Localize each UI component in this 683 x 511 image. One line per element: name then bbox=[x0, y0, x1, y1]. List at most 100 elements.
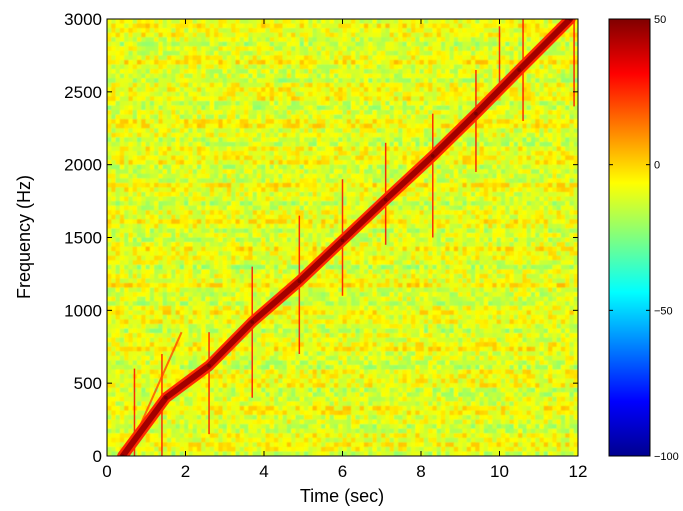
noise-cell bbox=[530, 191, 536, 198]
noise-cell bbox=[381, 28, 386, 34]
noise-cell bbox=[329, 41, 335, 47]
noise-cell bbox=[346, 146, 352, 152]
noise-cell bbox=[530, 164, 536, 170]
noise-cell bbox=[449, 73, 455, 79]
noise-cell bbox=[569, 87, 575, 93]
noise-cell bbox=[573, 110, 578, 116]
noise-cell bbox=[149, 78, 155, 84]
noise-cell bbox=[492, 64, 498, 70]
noise-cell bbox=[398, 210, 404, 216]
noise-cell bbox=[154, 59, 159, 66]
noise-cell bbox=[316, 82, 322, 88]
noise-cell bbox=[449, 123, 455, 129]
noise-cell bbox=[488, 173, 493, 179]
noise-cell bbox=[325, 82, 331, 88]
noise-cell bbox=[522, 119, 528, 125]
noise-cell bbox=[128, 114, 134, 120]
noise-cell bbox=[526, 41, 532, 47]
noise-cell bbox=[321, 64, 326, 70]
noise-cell bbox=[453, 187, 459, 193]
noise-cell bbox=[119, 96, 125, 102]
noise-cell bbox=[518, 78, 523, 84]
noise-cell bbox=[458, 32, 463, 38]
noise-cell bbox=[569, 91, 575, 97]
noise-cell bbox=[184, 160, 189, 166]
noise-cell bbox=[522, 205, 528, 211]
noise-cell bbox=[432, 59, 438, 66]
noise-cell bbox=[196, 182, 202, 189]
noise-cell bbox=[419, 123, 425, 129]
noise-cell bbox=[175, 187, 181, 193]
noise-cell bbox=[453, 82, 459, 88]
noise-cell bbox=[368, 155, 374, 161]
noise-cell bbox=[158, 28, 164, 34]
noise-cell bbox=[535, 205, 541, 211]
noise-cell bbox=[440, 19, 446, 25]
noise-cell bbox=[449, 32, 455, 38]
noise-cell bbox=[389, 155, 395, 161]
noise-cell bbox=[419, 82, 425, 88]
noise-cell bbox=[273, 173, 279, 179]
noise-cell bbox=[265, 46, 271, 52]
noise-cell bbox=[333, 50, 339, 57]
noise-cell bbox=[321, 201, 326, 207]
noise-cell bbox=[411, 132, 416, 138]
noise-cell bbox=[171, 78, 177, 84]
noise-cell bbox=[363, 55, 369, 61]
noise-cell bbox=[453, 119, 459, 125]
noise-cell bbox=[346, 32, 352, 38]
noise-cell bbox=[316, 87, 322, 93]
noise-cell bbox=[415, 205, 421, 211]
noise-cell bbox=[218, 132, 224, 138]
noise-cell bbox=[188, 223, 194, 229]
noise-cell bbox=[308, 91, 314, 97]
noise-cell bbox=[539, 128, 545, 134]
noise-cell bbox=[316, 141, 322, 148]
noise-cell bbox=[196, 132, 202, 138]
noise-cell bbox=[479, 69, 485, 75]
noise-cell bbox=[381, 59, 386, 66]
noise-cell bbox=[359, 146, 365, 152]
noise-cell bbox=[166, 191, 172, 198]
noise-cell bbox=[188, 37, 194, 43]
noise-cell bbox=[466, 59, 472, 66]
noise-cell bbox=[453, 114, 459, 120]
noise-cell bbox=[188, 187, 194, 193]
noise-cell bbox=[449, 64, 455, 70]
noise-cell bbox=[154, 73, 159, 79]
noise-cell bbox=[329, 201, 335, 207]
noise-cell bbox=[419, 114, 425, 120]
noise-cell bbox=[453, 182, 459, 189]
noise-cell bbox=[368, 196, 374, 202]
noise-cell bbox=[218, 100, 224, 107]
noise-cell bbox=[565, 155, 571, 161]
noise-cell bbox=[244, 28, 249, 34]
noise-cell bbox=[432, 73, 438, 79]
noise-cell bbox=[539, 164, 545, 170]
noise-cell bbox=[385, 41, 391, 47]
noise-cell bbox=[423, 219, 429, 225]
noise-cell bbox=[329, 100, 335, 107]
noise-cell bbox=[333, 23, 339, 29]
noise-cell bbox=[218, 182, 224, 189]
noise-cell bbox=[423, 46, 429, 52]
noise-cell bbox=[423, 105, 429, 111]
noise-cell bbox=[393, 155, 399, 161]
noise-cell bbox=[393, 114, 399, 120]
noise-cell bbox=[346, 119, 352, 125]
noise-cell bbox=[543, 100, 549, 107]
noise-cell bbox=[244, 123, 249, 129]
noise-cell bbox=[162, 132, 168, 138]
noise-cell bbox=[389, 82, 395, 88]
noise-cell bbox=[273, 187, 279, 193]
noise-cell bbox=[428, 46, 434, 52]
noise-cell bbox=[244, 55, 249, 61]
noise-cell bbox=[522, 100, 528, 107]
noise-cell bbox=[188, 50, 194, 57]
noise-cell bbox=[248, 214, 254, 220]
noise-cell bbox=[209, 173, 215, 179]
noise-cell bbox=[363, 169, 369, 175]
noise-cell bbox=[428, 50, 434, 57]
noise-cell bbox=[321, 196, 326, 202]
noise-cell bbox=[188, 110, 194, 116]
